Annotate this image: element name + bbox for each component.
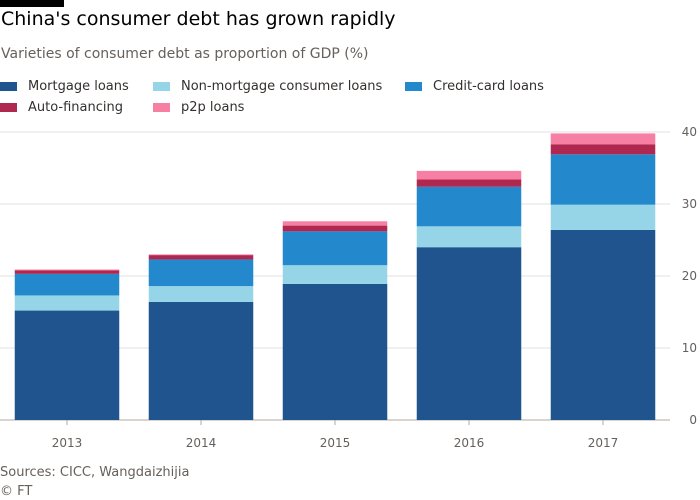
bar-mortgage-loans-2017	[550, 229, 656, 420]
bar-non-mortgage-consumer-loans-2015	[282, 265, 388, 284]
legend-swatch-mortgage-loans	[0, 82, 17, 91]
bar-mortgage-loans-2016	[416, 247, 522, 420]
bar-auto-financing-2013	[14, 270, 120, 274]
legend-item-credit-card-loans: Credit-card loans	[405, 79, 544, 94]
bar-credit-card-loans-2016	[416, 186, 522, 227]
legend-swatch-auto-financing	[0, 103, 17, 112]
bar-p2p-loans-2013	[14, 269, 120, 271]
bar-auto-financing-2017	[550, 144, 656, 155]
bar-mortgage-loans-2014	[148, 301, 254, 420]
legend-label-auto-financing: Auto-financing	[28, 100, 123, 115]
y-tick-label: 30	[682, 197, 697, 211]
bar-credit-card-loans-2014	[148, 259, 254, 287]
x-tick-label-2017: 2017	[588, 436, 619, 450]
bar-p2p-loans-2017	[550, 133, 656, 145]
legend-label-credit-card-loans: Credit-card loans	[433, 79, 544, 94]
y-tick-label: 0	[689, 413, 697, 427]
legend-item-mortgage-loans: Mortgage loans	[0, 79, 129, 94]
bar-mortgage-loans-2013	[14, 310, 120, 420]
y-tick-label: 10	[682, 341, 697, 355]
bar-credit-card-loans-2017	[550, 154, 656, 205]
bar-non-mortgage-consumer-loans-2013	[14, 295, 120, 311]
x-tick-label-2015: 2015	[320, 436, 351, 450]
x-tick-label-2016: 2016	[454, 436, 485, 450]
bar-non-mortgage-consumer-loans-2014	[148, 286, 254, 302]
legend-label-p2p-loans: p2p loans	[181, 100, 245, 115]
bar-p2p-loans-2014	[148, 254, 254, 256]
legend-swatch-p2p-loans	[153, 103, 170, 112]
header-rule	[0, 0, 64, 7]
legend-item-p2p-loans: p2p loans	[153, 100, 244, 115]
bar-mortgage-loans-2015	[282, 283, 388, 420]
bar-p2p-loans-2016	[416, 170, 522, 180]
chart-subtitle: Varieties of consumer debt as proportion…	[1, 46, 369, 62]
source-note: Sources: CICC, Wangdaizhijia	[0, 465, 190, 480]
legend-label-mortgage-loans: Mortgage loans	[28, 79, 129, 94]
bar-auto-financing-2014	[148, 255, 254, 260]
legend-swatch-non-mortgage-consumer-loans	[153, 82, 170, 91]
legend-label-non-mortgage-consumer-loans: Non-mortgage consumer loans	[181, 79, 383, 94]
x-tick-label-2013: 2013	[52, 436, 83, 450]
y-tick-label: 40	[682, 125, 697, 139]
y-tick-label: 20	[682, 269, 697, 283]
x-tick-label-2014: 2014	[186, 436, 217, 450]
credit-note: © FT	[0, 484, 33, 499]
bar-auto-financing-2016	[416, 179, 522, 187]
bar-auto-financing-2015	[282, 225, 388, 232]
legend-item-auto-financing: Auto-financing	[0, 100, 123, 115]
chart-title: China's consumer debt has grown rapidly	[1, 8, 396, 30]
bar-credit-card-loans-2013	[14, 273, 120, 296]
bar-credit-card-loans-2015	[282, 231, 388, 266]
bar-p2p-loans-2015	[282, 221, 388, 226]
bar-non-mortgage-consumer-loans-2017	[550, 204, 656, 230]
legend-swatch-credit-card-loans	[405, 82, 422, 91]
bar-non-mortgage-consumer-loans-2016	[416, 226, 522, 248]
legend-item-non-mortgage-consumer-loans: Non-mortgage consumer loans	[153, 79, 382, 94]
